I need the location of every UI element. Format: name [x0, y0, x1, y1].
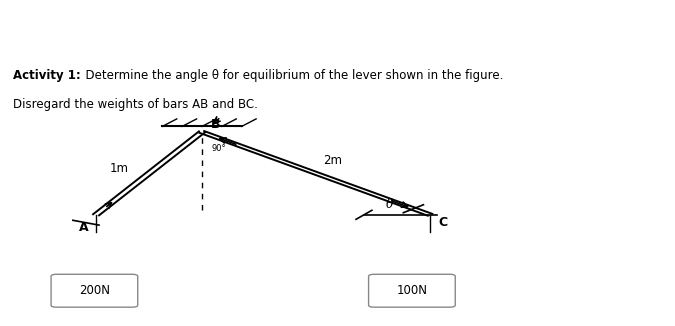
Text: B: B [211, 118, 220, 131]
Text: 2m: 2m [323, 154, 342, 167]
Text: θ: θ [385, 198, 393, 211]
Text: Disregard the weights of bars AB and BC.: Disregard the weights of bars AB and BC. [14, 98, 259, 111]
Text: C: C [439, 216, 448, 229]
Text: Activity 1:: Activity 1: [14, 69, 81, 82]
Text: A: A [80, 221, 89, 234]
Text: 200N: 200N [79, 284, 110, 297]
Text: 90°: 90° [212, 144, 226, 153]
Text: 100N: 100N [396, 284, 427, 297]
Text: 1m: 1m [110, 162, 129, 175]
FancyBboxPatch shape [369, 274, 455, 307]
Text: Determine the angle θ for equilibrium of the lever shown in the figure.: Determine the angle θ for equilibrium of… [78, 69, 504, 82]
FancyBboxPatch shape [51, 274, 138, 307]
